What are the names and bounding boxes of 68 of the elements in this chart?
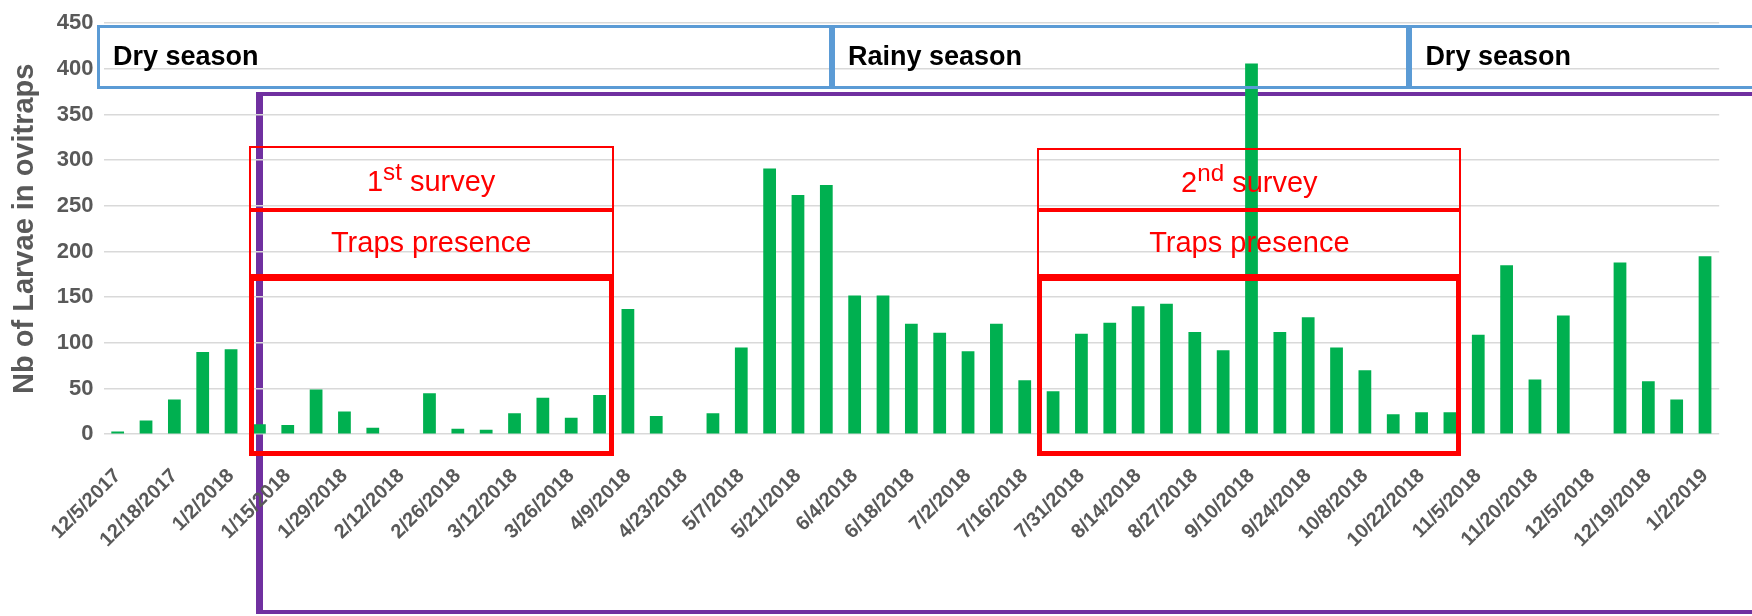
y-tick-label: 450 [56, 9, 94, 35]
bar [366, 427, 380, 434]
bar [1698, 256, 1712, 434]
bar [819, 184, 833, 434]
y-tick-label: 100 [56, 328, 94, 354]
bar [621, 309, 635, 434]
annotation: Dry season [1425, 41, 1571, 73]
bar [1670, 399, 1684, 434]
bar [338, 411, 351, 434]
bar [1188, 331, 1202, 434]
y-tick-label: 50 [69, 374, 94, 400]
bar [734, 347, 748, 434]
annotation: Rainy season [847, 41, 1023, 73]
bar [451, 428, 465, 434]
bar [1471, 334, 1485, 434]
bar [281, 425, 295, 434]
bar [1216, 350, 1230, 434]
bar [139, 420, 153, 434]
bar [1358, 370, 1372, 434]
bar [904, 323, 918, 434]
bar [479, 429, 493, 434]
bar [1443, 412, 1457, 434]
annotation: Dry season [112, 41, 259, 73]
annotation: Traps presence [330, 226, 532, 260]
bar [1301, 317, 1315, 434]
bar [990, 323, 1003, 434]
bar [508, 413, 521, 434]
bar [1500, 265, 1513, 434]
bar [791, 194, 805, 434]
bar [1386, 414, 1400, 434]
bar [961, 351, 975, 434]
bar [1046, 391, 1060, 434]
bar [876, 295, 890, 434]
bar [196, 352, 210, 434]
annotation: 1$^{st}$ survey [366, 157, 496, 198]
y-tick-label: 150 [56, 283, 94, 309]
bar [1018, 380, 1032, 434]
bar [564, 417, 578, 434]
bar [536, 397, 550, 434]
bar [1075, 333, 1088, 434]
y-tick-label: 200 [56, 237, 94, 263]
bar [1641, 381, 1655, 434]
bar [1131, 306, 1145, 434]
bar [423, 393, 436, 434]
bar [1273, 331, 1287, 434]
bar [1613, 262, 1627, 434]
y-tick-label: 350 [56, 100, 94, 126]
bar [649, 415, 663, 434]
bar [933, 332, 947, 434]
bar [224, 349, 238, 434]
bar [1330, 347, 1343, 434]
bar [1160, 303, 1173, 434]
bar [253, 424, 266, 434]
bar [167, 399, 181, 434]
bar [1103, 322, 1117, 434]
y-axis-title: Nb of Larvae in ovitraps [7, 63, 40, 394]
bar [848, 295, 862, 434]
bar [1415, 412, 1428, 434]
y-tick-label: 250 [56, 191, 94, 217]
bar [309, 389, 323, 434]
bar [593, 394, 606, 434]
y-tick-label: 0 [81, 420, 94, 446]
y-tick-label: 400 [56, 54, 94, 80]
y-tick-label: 300 [56, 146, 94, 172]
bar [763, 168, 776, 434]
bar [706, 413, 720, 434]
bar [1528, 379, 1542, 434]
bar [1556, 315, 1570, 434]
